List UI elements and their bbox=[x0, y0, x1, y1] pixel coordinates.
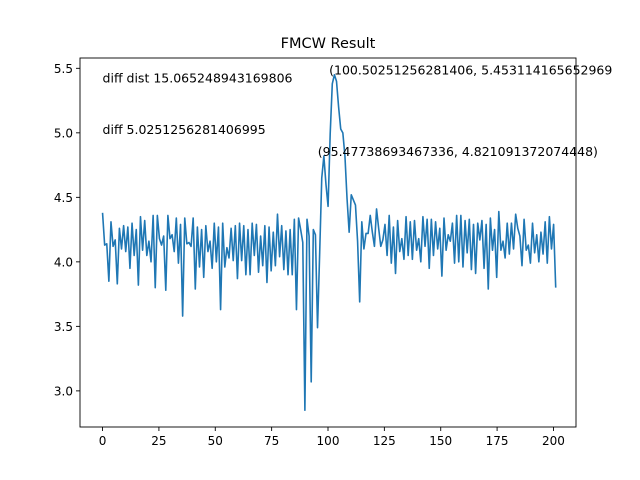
plot-frame bbox=[79, 57, 577, 428]
x-tick-label: 75 bbox=[264, 434, 279, 448]
annotation-text: (100.50251256281406, 5.453114165652969 bbox=[329, 62, 612, 77]
series-line bbox=[101, 73, 557, 412]
annotations: diff dist 15.065248943169806 diff 5.02512… bbox=[103, 62, 613, 159]
y-tick-label: 3.0 bbox=[54, 384, 73, 398]
x-tick-label: 175 bbox=[486, 434, 509, 448]
annotation-text: diff dist 15.065248943169806 bbox=[103, 71, 293, 86]
x-tick-label: 200 bbox=[542, 434, 565, 448]
y-tick-label: 5.5 bbox=[54, 62, 73, 76]
annotation-text: diff 5.0251256281406995 bbox=[103, 122, 266, 137]
plot-area bbox=[101, 73, 557, 412]
x-tick-label: 25 bbox=[151, 434, 166, 448]
y-tick-label: 3.5 bbox=[54, 320, 73, 334]
x-tick-label: 150 bbox=[429, 434, 452, 448]
chart-title: FMCW Result bbox=[281, 36, 376, 52]
annotation-text: (95.47738693467336, 4.821091372074448) bbox=[318, 144, 598, 159]
x-tick-label: 125 bbox=[373, 434, 396, 448]
y-tick-label: 4.0 bbox=[54, 255, 73, 269]
y-tick-label: 4.5 bbox=[54, 191, 73, 205]
y-tick-label: 5.0 bbox=[54, 126, 73, 140]
x-tick-label: 50 bbox=[208, 434, 223, 448]
x-tick-label: 0 bbox=[99, 434, 107, 448]
y-axis: 3.0 3.5 4.0 4.5 5.0 5.5 bbox=[54, 62, 80, 398]
x-axis: 0 25 50 75 100 125 150 175 200 bbox=[99, 427, 565, 448]
x-tick-label: 100 bbox=[317, 434, 340, 448]
